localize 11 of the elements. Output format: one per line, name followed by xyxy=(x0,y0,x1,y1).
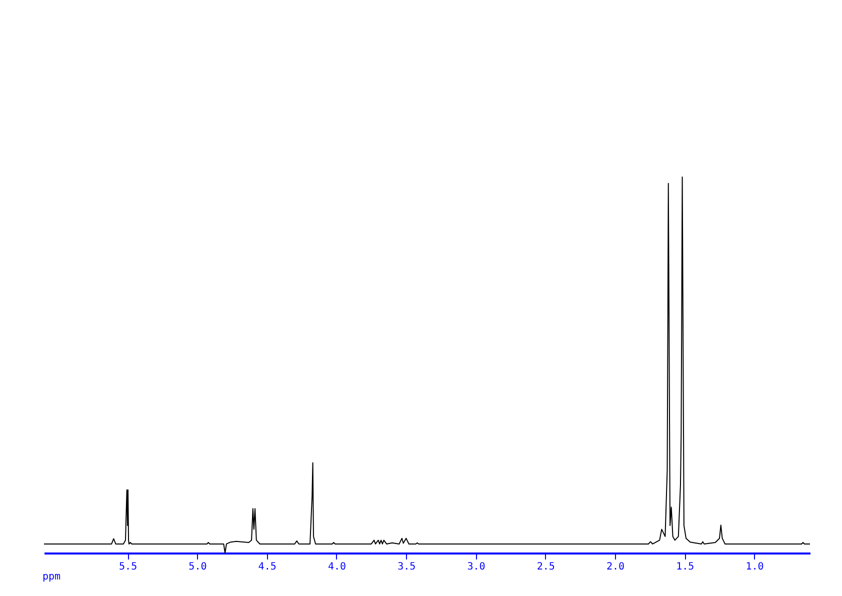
x-tick-label: 2.0 xyxy=(606,562,625,572)
x-tick-label: 2.5 xyxy=(536,562,555,572)
x-axis-title: ppm xyxy=(42,572,61,582)
x-tick-label: 1.0 xyxy=(746,562,764,572)
x-tick-label: 3.5 xyxy=(398,562,416,572)
x-tick-label: 4.0 xyxy=(328,562,346,572)
x-tick-label: 1.5 xyxy=(676,562,694,572)
x-tick-label: 3.0 xyxy=(467,562,486,572)
x-tick-label: 4.5 xyxy=(258,562,276,572)
x-tick-label: 5.0 xyxy=(188,562,207,572)
x-tick-label: 5.5 xyxy=(119,562,138,572)
